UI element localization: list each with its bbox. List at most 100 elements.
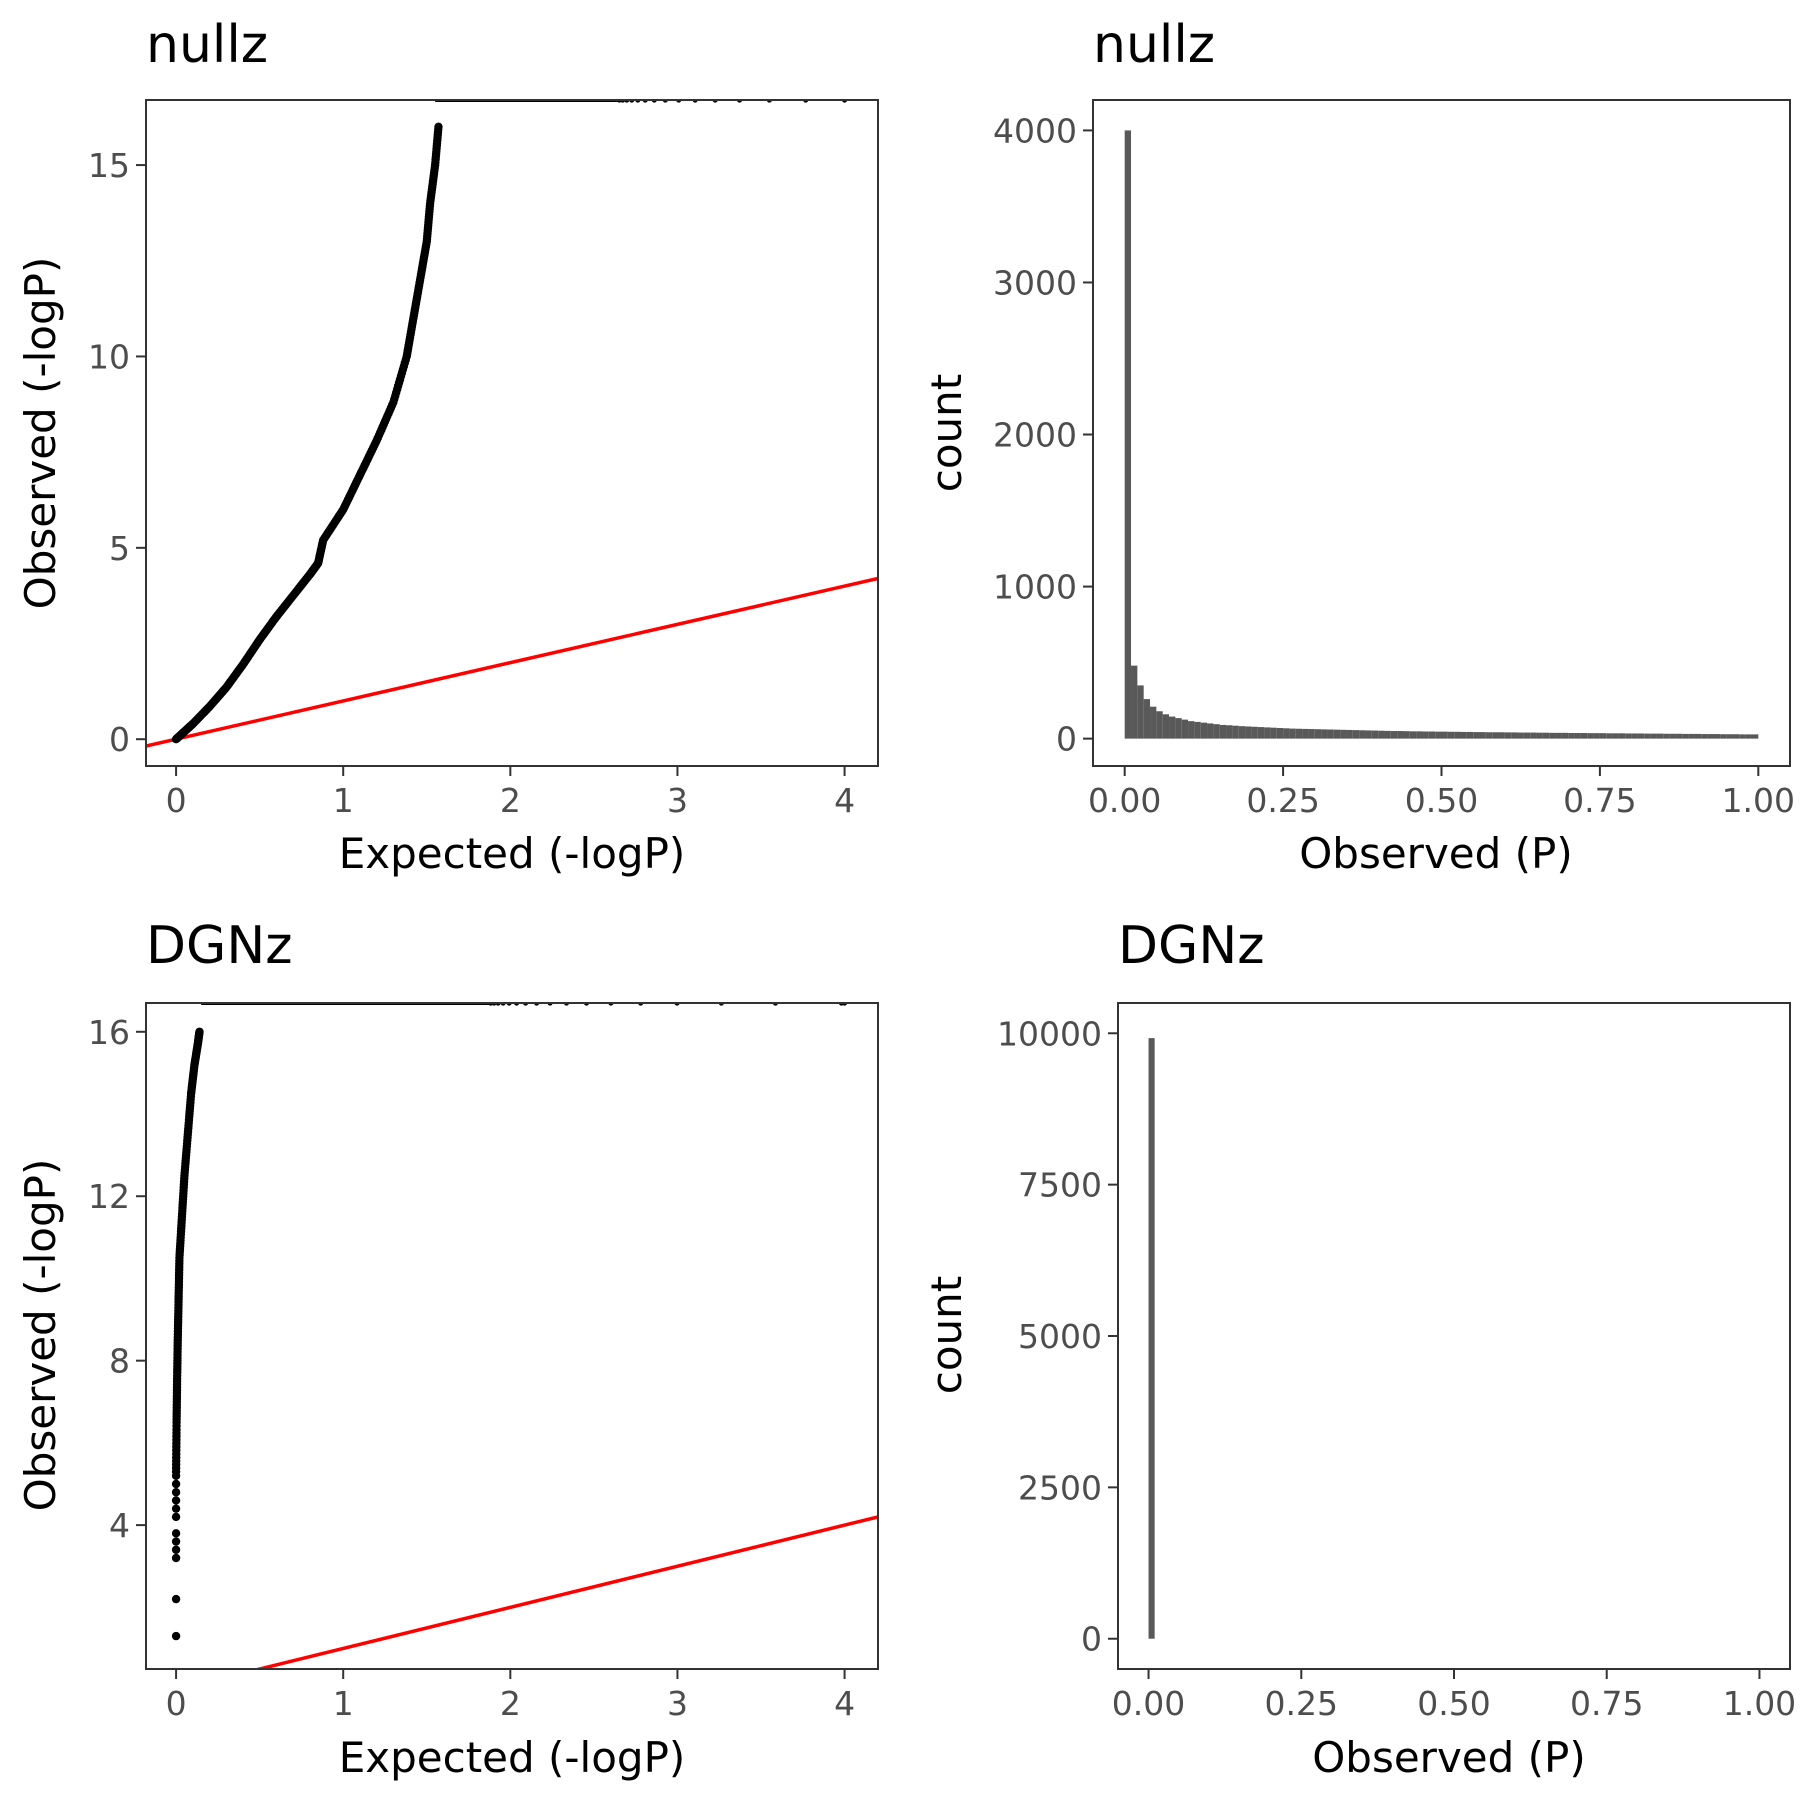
x-tick-label: 0.00 [1088, 781, 1161, 820]
histogram-bar [1650, 733, 1657, 739]
qq-point [171, 1545, 181, 1554]
qq-point [171, 1488, 181, 1497]
histogram-bar [1333, 729, 1341, 739]
y-tick-label: 1000 [993, 568, 1077, 607]
histogram-bar [1283, 728, 1290, 739]
histogram-bar [1536, 732, 1543, 739]
histogram-bar [1669, 733, 1676, 739]
qq-point [171, 1594, 181, 1604]
histogram-bar [1384, 730, 1391, 739]
qq-point [171, 1553, 181, 1563]
x-tick-label: 0.75 [1570, 1684, 1643, 1723]
histogram-bar [1580, 733, 1588, 739]
histogram-bar [1327, 729, 1334, 739]
x-tick-label: 1 [333, 781, 354, 820]
qq-point [195, 1027, 204, 1036]
histogram-bar [1359, 730, 1366, 739]
qq-point [171, 1631, 181, 1641]
histogram-bar [1688, 733, 1695, 739]
histogram-bar [1422, 731, 1429, 739]
y-tick-label: 16 [88, 1013, 130, 1052]
qq-point [171, 1512, 181, 1522]
histogram-bar [1739, 734, 1746, 739]
histogram-bar [1656, 733, 1664, 739]
panel-title: nullz [146, 15, 268, 75]
histogram-bar [1618, 733, 1626, 739]
y-tick-label: 4 [109, 1506, 130, 1545]
x-tick-label: 0.25 [1265, 1684, 1338, 1723]
x-tick-label: 2 [500, 781, 521, 820]
plot-frame [1092, 99, 1791, 767]
histogram-bar [1732, 734, 1740, 739]
y-tick-label: 0 [109, 720, 130, 759]
histogram-bar [1454, 731, 1461, 739]
x-axis-title: Observed (P) [1312, 1733, 1586, 1782]
x-axis-title: Observed (P) [1299, 829, 1573, 878]
histogram-bar [1606, 733, 1613, 739]
histogram-bar [1631, 733, 1638, 739]
x-tick-label: 0 [166, 1684, 187, 1723]
y-tick-label: 7500 [1018, 1166, 1102, 1205]
histogram-bar [1574, 733, 1581, 739]
histogram-bar [1504, 732, 1512, 739]
histogram-bar [1232, 725, 1239, 739]
histogram-bar [1751, 734, 1759, 739]
x-tick-label: 0.75 [1563, 781, 1636, 820]
y-axis-title: count [922, 1276, 971, 1395]
histogram-bar [1663, 733, 1670, 739]
x-tick-label: 3 [667, 1684, 688, 1723]
qq-point [171, 1496, 181, 1505]
histogram-bar [1409, 731, 1417, 739]
histogram-bar [1251, 726, 1258, 739]
histogram-bar [1340, 729, 1347, 739]
histogram-bar [1485, 732, 1493, 739]
x-axis-title: Expected (-logP) [339, 1733, 686, 1782]
histogram-bar [1428, 731, 1436, 739]
histogram-bar [1143, 699, 1151, 739]
y-tick-label: 10000 [997, 1014, 1102, 1053]
panel-title: nullz [1093, 15, 1215, 75]
qq-plot-nullz: nullz Expected (-logP) Observed (-logP) … [16, 15, 879, 878]
histogram-bar [1745, 734, 1752, 739]
y-tick-label: 8 [109, 1342, 130, 1381]
histogram-bar [1416, 731, 1423, 739]
histogram-bar [1675, 733, 1683, 739]
y-tick-label: 15 [88, 146, 130, 185]
histogram-bar [1390, 731, 1398, 739]
histogram-bar [1637, 733, 1645, 739]
histogram-bar [1188, 721, 1195, 739]
qq-plot-dgnz: DGNz Expected (-logP) Observed (-logP) 0… [16, 916, 879, 1782]
histogram-bar [1245, 726, 1252, 739]
histogram-bar [1460, 731, 1467, 739]
histogram-bar [1238, 726, 1246, 739]
y-tick-label: 5 [109, 529, 130, 568]
plot-frame [145, 99, 879, 767]
y-tick-label: 5000 [1018, 1317, 1102, 1356]
histogram-bar [1302, 728, 1309, 739]
reference-line [146, 576, 878, 748]
qq-point [171, 1537, 181, 1546]
histogram-dgnz: DGNz Observed (P) count 0.00 0.25 0.50 0.75… [922, 916, 1796, 1782]
histogram-bar [1498, 732, 1505, 739]
x-tick-label: 4 [834, 781, 855, 820]
x-tick-label: 1.00 [1722, 781, 1795, 820]
y-tick-label: 3000 [993, 263, 1077, 302]
histogram-bar [1213, 724, 1220, 739]
histogram-bar [1593, 733, 1600, 739]
x-tick-label: 0.50 [1417, 1684, 1490, 1723]
reference-line [252, 1515, 878, 1669]
histogram-bar [1181, 719, 1189, 739]
y-tick-label: 10 [88, 337, 130, 376]
histogram-bar [1523, 732, 1531, 739]
histogram-bar [1131, 665, 1138, 739]
histogram-bar [1276, 727, 1284, 739]
histogram-bar [1530, 732, 1537, 739]
histogram-bar [1397, 731, 1404, 739]
plot-frame [145, 1002, 879, 1670]
y-tick-label: 0 [1056, 720, 1077, 759]
x-tick-label: 0.00 [1112, 1684, 1185, 1723]
histogram-bar [1568, 733, 1575, 739]
y-tick-label: 4000 [993, 111, 1077, 150]
x-tick-label: 0.50 [1405, 781, 1478, 820]
histogram-bar [1561, 732, 1569, 739]
